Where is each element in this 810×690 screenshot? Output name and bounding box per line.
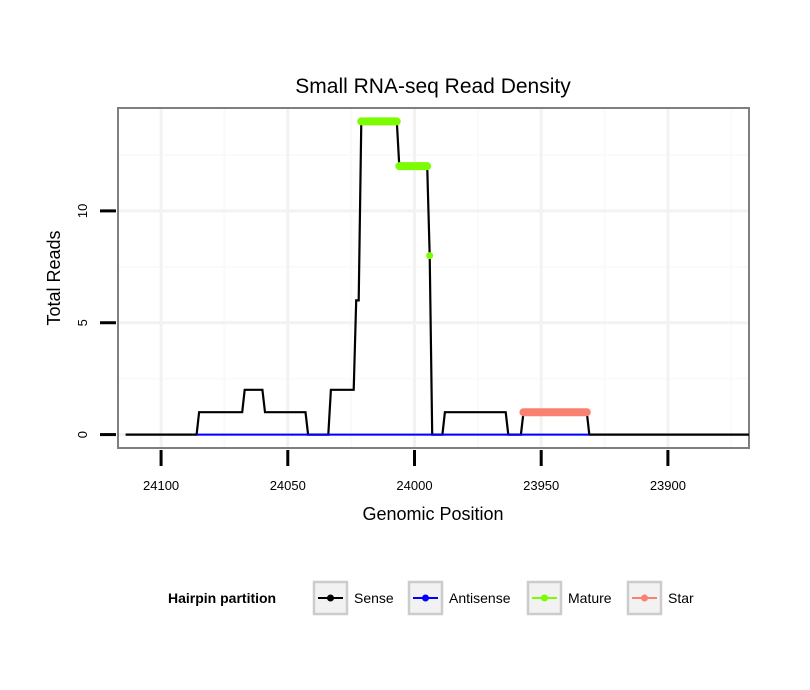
x-tick-label: 24000 [396,478,432,493]
legend-key-dot [327,594,334,602]
plot-panel-border [117,107,750,449]
x-axis: 24100 24050 24000 23950 23900 [143,450,686,493]
x-tick-label: 24050 [270,478,306,493]
y-tick-label: 10 [75,204,90,218]
legend-label-star: Star [668,590,694,606]
chart-title: Small RNA-seq Read Density [295,75,571,98]
y-tick-label: 5 [75,319,90,326]
y-axis: 0 5 10 [75,204,116,438]
legend-key-dot [422,594,429,602]
x-axis-label: Genomic Position [362,504,503,524]
y-axis-label: Total Reads [44,230,64,325]
legend-key-dot [541,594,548,602]
series-mature-point [426,252,434,260]
grid-minor [118,108,749,448]
legend: Hairpin partition Sense Antisense Mature St… [168,580,694,616]
series-layer [125,117,749,436]
legend-label-mature: Mature [568,590,612,606]
legend-label-sense: Sense [354,590,394,606]
y-tick-label: 0 [75,431,90,438]
x-tick-label: 23950 [523,478,559,493]
x-tick-label: 23900 [650,478,686,493]
x-tick-label: 24100 [143,478,179,493]
legend-title: Hairpin partition [168,590,276,606]
legend-key-dot [641,594,648,602]
legend-label-antisense: Antisense [449,590,511,606]
